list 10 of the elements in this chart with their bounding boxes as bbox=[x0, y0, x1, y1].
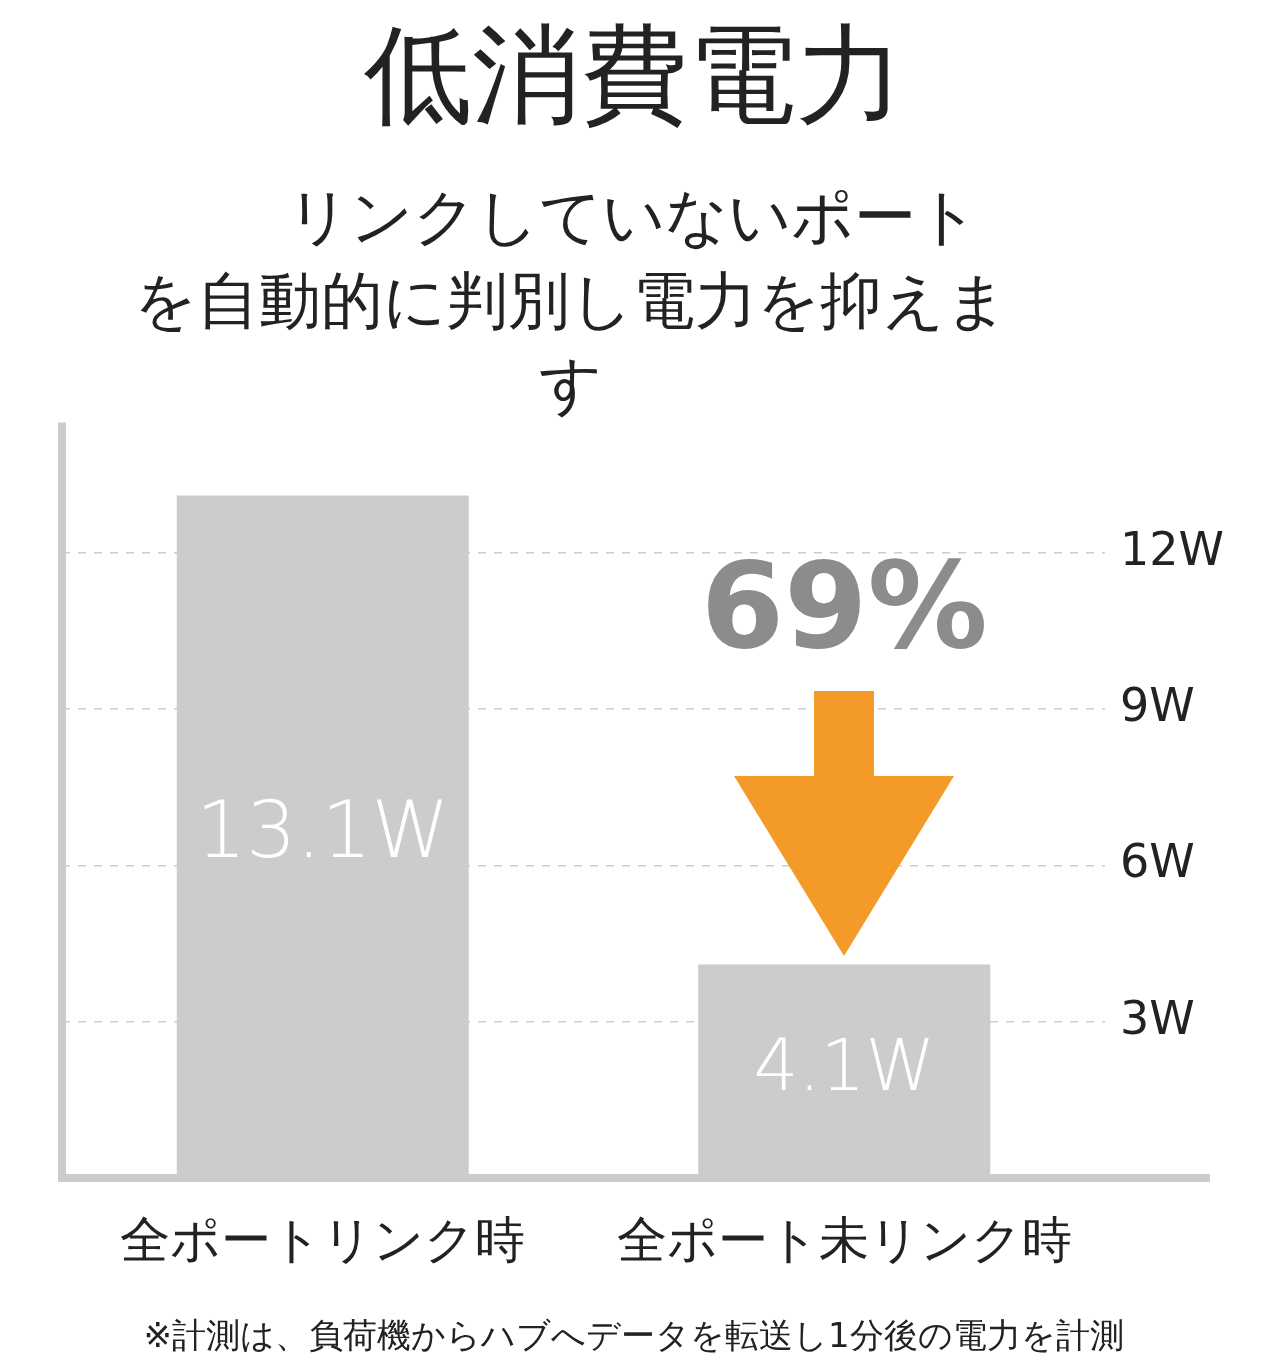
x-tick-label: 全ポート未リンク時 bbox=[616, 1210, 1072, 1269]
text: ※計測は、負荷機からハブへデータを転送し1分後の電力を計測 bbox=[142, 1314, 1125, 1357]
y-tick-label: 9W bbox=[1120, 678, 1195, 733]
x-tick-label: 全ポートリンク時 bbox=[120, 1210, 526, 1269]
y-tick-label: 12W bbox=[1120, 521, 1225, 576]
chart-title: 低消費電力 bbox=[362, 11, 905, 139]
y-tick-label: 3W bbox=[1120, 990, 1195, 1045]
annotation: 69% bbox=[699, 535, 989, 678]
y-tick-label: 6W bbox=[1120, 834, 1195, 889]
chart-subtitle: リンクしていないポートを自動的に判別し電力を抑えます bbox=[132, 179, 1009, 423]
